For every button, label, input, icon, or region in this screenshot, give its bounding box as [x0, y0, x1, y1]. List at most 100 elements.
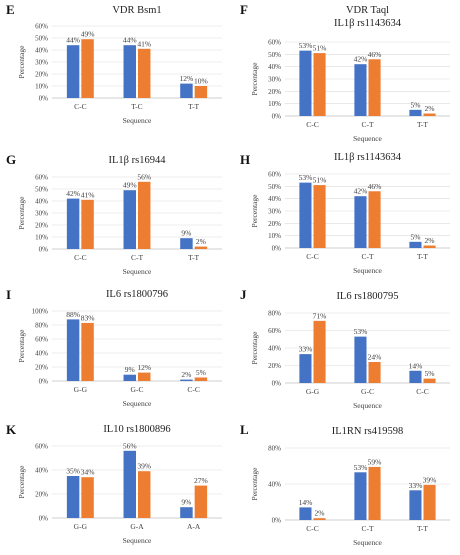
- data-label: 51%: [313, 44, 327, 53]
- y-tick-label: 60%: [35, 336, 48, 344]
- data-label: 5%: [410, 232, 420, 241]
- bar: [123, 374, 136, 381]
- bar: [423, 113, 436, 116]
- bar: [66, 476, 80, 518]
- x-tick-label: T-T: [188, 253, 199, 262]
- y-axis-label: Percentage: [17, 329, 26, 363]
- x-tick-label: G-C: [131, 385, 144, 394]
- y-tick-label: 10%: [268, 100, 281, 108]
- bar: [123, 190, 136, 249]
- bar: [180, 507, 193, 518]
- bar: [194, 485, 208, 518]
- y-tick-label: 10%: [35, 234, 48, 242]
- bar: [313, 53, 326, 116]
- data-label: 46%: [368, 50, 382, 59]
- y-tick-label: 60%: [35, 23, 48, 31]
- y-tick-label: 60%: [35, 443, 48, 451]
- bar: [409, 241, 422, 248]
- data-label: 51%: [313, 176, 327, 185]
- x-axis-label: Sequence: [123, 116, 152, 125]
- y-tick-label: 40%: [268, 63, 281, 71]
- data-label: 44%: [123, 36, 137, 45]
- x-tick-label: C-C: [306, 524, 319, 533]
- y-tick-label: 20%: [35, 491, 48, 499]
- bar: [138, 372, 151, 381]
- x-tick-label: C-C: [74, 253, 87, 262]
- y-tick-label: 50%: [268, 51, 281, 59]
- data-label: 49%: [81, 30, 95, 39]
- bar: [368, 191, 381, 248]
- data-label: 53%: [354, 463, 368, 472]
- bar: [299, 354, 312, 383]
- bar: [354, 472, 367, 520]
- chart-panel-f: F VDR Taql IL1β rs1143634 0% 10% 20% 30% 40% 50%…: [240, 2, 450, 143]
- y-tick-label: 60%: [35, 174, 48, 182]
- chart-title: IL10 rs1800896: [103, 424, 170, 435]
- data-label: 9%: [125, 365, 135, 374]
- x-tick-label: C-C: [306, 252, 319, 261]
- data-label: 2%: [181, 370, 191, 379]
- chart-title: VDR Bsm1: [112, 5, 161, 16]
- bar: [180, 379, 193, 381]
- bar: [66, 319, 80, 381]
- y-tick-label: 60%: [268, 39, 281, 47]
- y-tick-label: 40%: [268, 345, 281, 353]
- x-tick-label: G-G: [74, 522, 88, 531]
- x-axis-label: Sequence: [123, 399, 152, 408]
- chart-title: VDR Taql: [346, 5, 389, 16]
- chart-title: IL1β rs1143634: [334, 152, 402, 163]
- x-tick-label: C-C: [416, 387, 429, 396]
- y-tick-label: 20%: [35, 222, 48, 230]
- bar: [368, 362, 381, 383]
- x-tick-label: T-C: [131, 102, 142, 111]
- x-axis-label: Sequence: [123, 536, 152, 545]
- data-label: 5%: [425, 369, 435, 378]
- y-tick-label: 40%: [35, 467, 48, 475]
- bar: [354, 196, 367, 248]
- y-tick-label: 0%: [39, 95, 49, 103]
- x-tick-label: C-T: [361, 524, 374, 533]
- bar: [180, 238, 193, 249]
- bar: [66, 198, 80, 249]
- data-label: 33%: [299, 345, 313, 354]
- y-tick-label: 30%: [268, 208, 281, 216]
- data-label: 41%: [137, 39, 151, 48]
- bar: [409, 109, 422, 116]
- y-tick-label: 20%: [268, 88, 281, 96]
- data-label: 9%: [181, 498, 191, 507]
- bar: [66, 45, 80, 98]
- y-tick-label: 80%: [35, 322, 48, 330]
- panel-letter: H: [240, 152, 250, 167]
- y-axis-label: Percentage: [250, 331, 259, 365]
- chart-subtitle: IL1β rs1143634: [334, 18, 402, 29]
- bar: [138, 48, 151, 98]
- chart-panel-i: I IL6 rs1800796 0% 20% 40% 60% 80% 100% 88% 83% G-…: [6, 287, 222, 408]
- y-tick-label: 10%: [35, 83, 48, 91]
- chart-panel-h: H IL1β rs1143634 0% 10% 20% 30% 40% 50% 60% 53% 51…: [240, 152, 450, 275]
- data-label: 71%: [313, 311, 327, 320]
- data-label: 39%: [137, 462, 151, 471]
- y-axis-label: Percentage: [250, 194, 259, 228]
- x-axis-label: Sequence: [353, 266, 382, 275]
- bar: [81, 477, 94, 518]
- data-label: 53%: [299, 41, 313, 50]
- data-label: 24%: [368, 353, 382, 362]
- data-label: 56%: [123, 441, 137, 450]
- y-tick-label: 30%: [268, 76, 281, 84]
- y-tick-label: 0%: [39, 378, 49, 386]
- panel-letter: J: [240, 287, 247, 302]
- x-tick-label: C-T: [131, 253, 144, 262]
- chart-panel-j: J IL6 rs1800795 0% 20% 40% 60% 80% 33% 71% G-G 53%…: [240, 287, 450, 410]
- chart-panel-e: E VDR Bsm10%10%20%30%40%50%60%44%49%C-C44…: [6, 2, 222, 125]
- x-tick-label: G-A: [130, 522, 144, 531]
- bar: [138, 181, 151, 249]
- data-label: 2%: [425, 104, 435, 113]
- y-tick-label: 20%: [268, 362, 281, 370]
- bar: [313, 518, 326, 520]
- x-tick-label: G-C: [361, 387, 374, 396]
- bar: [299, 50, 312, 117]
- y-tick-label: 80%: [268, 310, 281, 318]
- bar: [354, 336, 367, 383]
- y-tick-label: 0%: [272, 517, 282, 525]
